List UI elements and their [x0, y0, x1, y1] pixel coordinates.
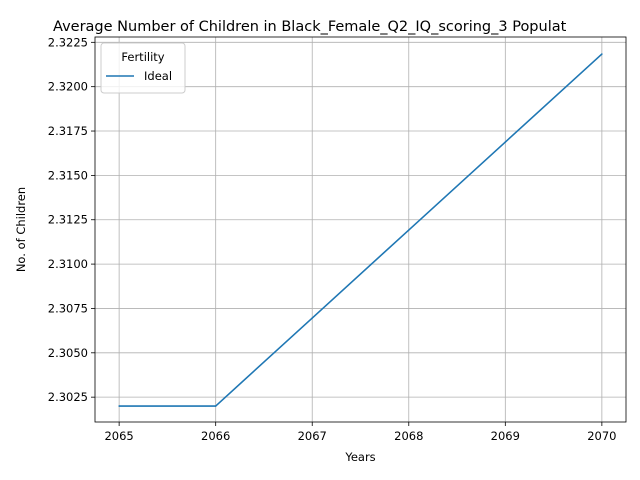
y-tick-label: 2.3175: [48, 124, 88, 138]
y-tick-label: 2.3125: [48, 213, 88, 227]
x-tick-label: 2068: [394, 429, 423, 443]
data-point: [407, 229, 410, 231]
y-tick-label: 2.3050: [48, 346, 88, 360]
series-line-ideal: [119, 53, 603, 407]
legend-label: Ideal: [144, 69, 172, 83]
x-tick-label: 2069: [491, 429, 520, 443]
legend-entries: Ideal: [106, 69, 172, 83]
x-tick-label: 2066: [201, 429, 230, 443]
x-tick-label: 2067: [298, 429, 327, 443]
legend: Fertility Ideal: [100, 42, 186, 94]
chart-title: Average Number of Children in Black_Fema…: [53, 19, 567, 35]
grid-lines: [95, 37, 626, 422]
y-tick-label: 2.3150: [48, 168, 88, 182]
y-tick-label: 2.3225: [48, 35, 88, 49]
y-tick-label: 2.3025: [48, 390, 88, 404]
legend-box: [100, 42, 186, 94]
x-tick-label: 2070: [587, 429, 616, 443]
x-axis-label: Years: [344, 450, 375, 464]
y-tick-label: 2.3200: [48, 80, 88, 94]
y-axis-label: No. of Children: [14, 187, 28, 272]
data-point: [504, 141, 507, 143]
data-point: [214, 405, 217, 407]
legend-title: Fertility: [121, 50, 164, 64]
series-layer: [118, 53, 603, 407]
x-axis-ticks: 2065 2066 2067 2068 2069 2070: [104, 422, 617, 443]
plot-frame: [94, 36, 627, 423]
data-point: [118, 405, 120, 407]
y-tick-label: 2.3100: [48, 257, 88, 271]
y-tick-label: 2.3075: [48, 301, 88, 315]
data-point: [311, 317, 314, 319]
x-tick-label: 2065: [104, 429, 133, 443]
data-point: [601, 53, 603, 55]
y-axis-ticks: 2.3025 2.3050 2.3075 2.3100 2.3125 2.3150 2.31…: [48, 35, 95, 404]
